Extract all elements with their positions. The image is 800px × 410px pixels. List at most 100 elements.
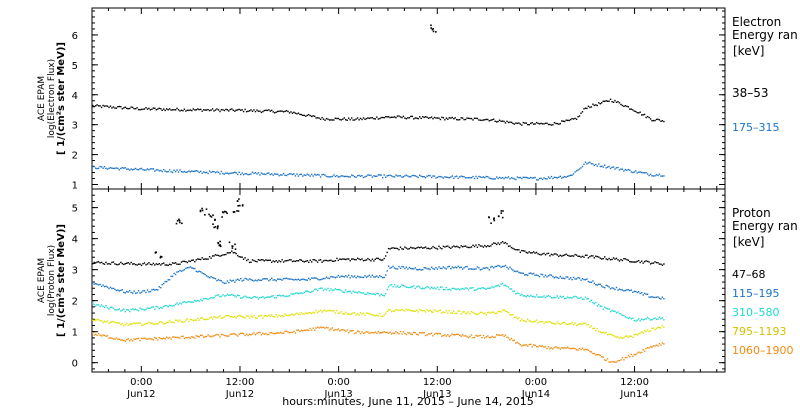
data-point <box>386 270 388 272</box>
data-point <box>621 104 624 107</box>
data-point <box>531 177 533 179</box>
data-point <box>601 258 603 260</box>
data-point <box>314 329 316 331</box>
data-point <box>160 337 162 340</box>
data-point <box>572 173 575 175</box>
data-point <box>328 176 331 178</box>
data-point <box>544 296 547 299</box>
data-point <box>570 255 572 257</box>
data-point <box>352 329 354 332</box>
data-point <box>253 332 255 334</box>
data-point <box>282 278 285 280</box>
data-point <box>126 262 128 264</box>
data-point <box>398 309 400 311</box>
data-point <box>405 266 408 268</box>
data-point <box>157 339 159 341</box>
data-point <box>389 248 391 250</box>
data-point <box>228 315 230 317</box>
data-point <box>513 178 516 180</box>
data-point <box>290 259 292 261</box>
data-point <box>583 108 585 110</box>
data-point <box>170 321 172 323</box>
data-point <box>593 164 595 167</box>
data-point <box>472 175 474 178</box>
data-point <box>595 104 597 106</box>
x-tick-day-label: Jun14 <box>619 389 648 400</box>
data-point <box>626 258 628 261</box>
data-point <box>210 276 212 278</box>
data-point <box>519 251 521 253</box>
data-point <box>112 338 115 340</box>
data-point <box>180 335 183 338</box>
data-point <box>583 163 585 165</box>
data-point <box>618 288 621 290</box>
data-point <box>604 306 606 308</box>
data-point <box>370 174 372 177</box>
data-point <box>436 176 439 179</box>
data-point <box>265 259 267 261</box>
data-point <box>167 109 169 111</box>
data-point <box>322 326 325 328</box>
data-point <box>290 111 292 113</box>
data-point <box>438 266 440 268</box>
data-point <box>271 277 273 279</box>
data-point <box>331 276 334 278</box>
data-point <box>402 115 405 118</box>
data-point <box>293 330 295 333</box>
data-point <box>488 269 490 271</box>
data-point <box>377 293 379 295</box>
data-point <box>362 332 365 334</box>
data-point <box>282 111 285 113</box>
data-point <box>133 290 135 292</box>
data-point <box>658 343 661 345</box>
data-point <box>530 320 532 322</box>
data-point <box>348 331 350 334</box>
data-point <box>544 346 547 348</box>
data-point <box>362 312 365 314</box>
data-point <box>568 175 570 177</box>
legend-entry: 38–53 <box>732 86 769 100</box>
x-tick-label: 12:00 <box>423 377 452 388</box>
data-point <box>439 175 442 178</box>
data-point <box>256 296 258 299</box>
data-point <box>121 309 123 311</box>
data-point <box>183 301 186 303</box>
data-point <box>605 284 607 287</box>
data-point <box>132 169 134 171</box>
data-point <box>271 332 273 334</box>
data-point <box>278 260 280 262</box>
data-point <box>212 223 214 225</box>
data-point <box>630 108 632 110</box>
data-point <box>134 263 137 266</box>
data-point <box>574 348 576 350</box>
data-point <box>541 296 544 298</box>
y-tick-label: 3 <box>72 121 78 132</box>
data-point <box>596 353 598 356</box>
data-point <box>111 337 113 339</box>
data-point <box>596 255 598 258</box>
data-point <box>410 115 412 118</box>
data-point <box>555 253 557 255</box>
data-point <box>306 312 308 315</box>
data-point <box>657 318 659 320</box>
data-point <box>606 308 609 310</box>
data-point <box>234 281 236 283</box>
data-point <box>398 286 400 288</box>
data-point <box>473 289 476 291</box>
data-point <box>651 346 653 348</box>
data-point <box>501 334 504 336</box>
data-point <box>370 117 372 119</box>
data-point <box>112 167 115 170</box>
data-point <box>549 255 551 257</box>
data-point <box>541 320 544 323</box>
data-point <box>621 337 624 340</box>
data-point <box>179 169 181 171</box>
data-point <box>553 176 556 178</box>
data-point <box>314 259 316 261</box>
data-point <box>524 320 526 322</box>
data-point <box>524 274 526 276</box>
data-point <box>479 269 482 271</box>
data-point <box>216 317 218 319</box>
data-point <box>217 226 219 228</box>
data-point <box>355 332 357 334</box>
